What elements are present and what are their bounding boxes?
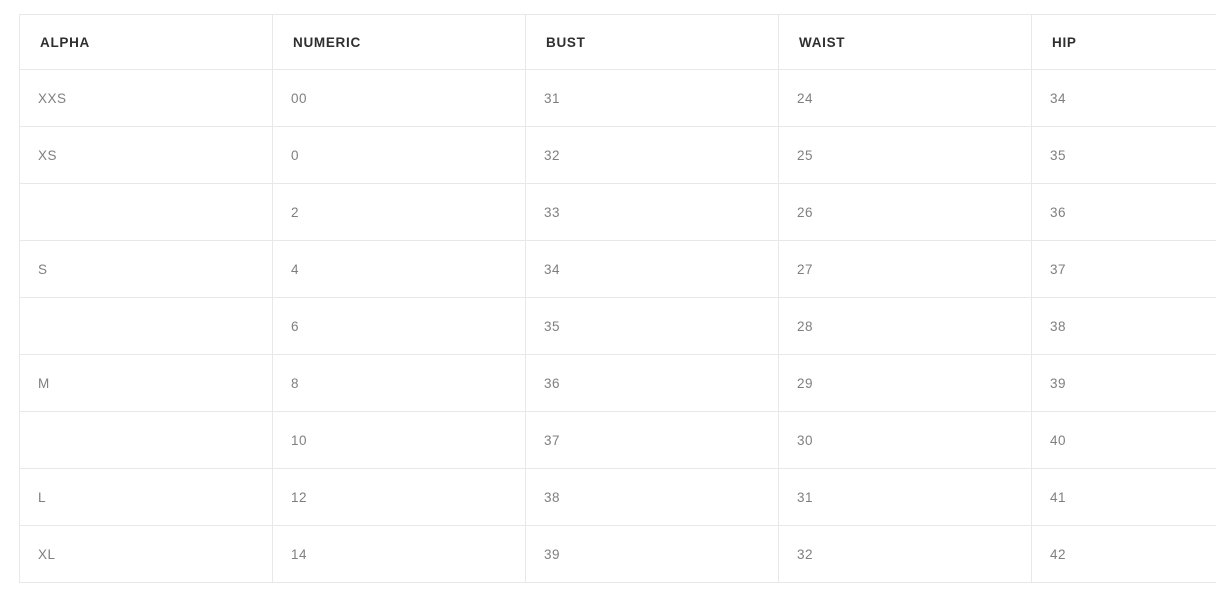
table-cell: 36 bbox=[1031, 183, 1216, 241]
table-cell: 32 bbox=[525, 126, 779, 184]
table-row: XXS 00 31 24 34 bbox=[19, 69, 1216, 127]
table-cell bbox=[19, 297, 273, 355]
table-cell: 31 bbox=[778, 468, 1032, 526]
table-row: XS 0 32 25 35 bbox=[19, 126, 1216, 184]
table-cell: 40 bbox=[1031, 411, 1216, 469]
table-row: M 8 36 29 39 bbox=[19, 354, 1216, 412]
table-cell: 33 bbox=[525, 183, 779, 241]
table-cell: XS bbox=[19, 126, 273, 184]
table-row: XL 14 39 32 42 bbox=[19, 525, 1216, 583]
table-cell: 38 bbox=[525, 468, 779, 526]
table-row: L 12 38 31 41 bbox=[19, 468, 1216, 526]
size-chart-table: ALPHA NUMERIC BUST WAIST HIP XXS 00 31 2… bbox=[19, 14, 1216, 583]
table-body: XXS 00 31 24 34 XS 0 32 25 35 2 33 26 36… bbox=[19, 69, 1216, 583]
table-cell: 26 bbox=[778, 183, 1032, 241]
column-header-alpha: ALPHA bbox=[19, 14, 273, 70]
table-cell: 00 bbox=[272, 69, 526, 127]
table-cell: 36 bbox=[525, 354, 779, 412]
table-cell bbox=[19, 183, 273, 241]
table-row: S 4 34 27 37 bbox=[19, 240, 1216, 298]
table-cell: 34 bbox=[525, 240, 779, 298]
table-cell: 39 bbox=[525, 525, 779, 583]
table-cell: 28 bbox=[778, 297, 1032, 355]
table-cell: 14 bbox=[272, 525, 526, 583]
column-header-waist: WAIST bbox=[778, 14, 1032, 70]
table-cell: 37 bbox=[525, 411, 779, 469]
table-cell: S bbox=[19, 240, 273, 298]
table-cell: 4 bbox=[272, 240, 526, 298]
table-cell: 29 bbox=[778, 354, 1032, 412]
column-header-numeric: NUMERIC bbox=[272, 14, 526, 70]
table-cell: 39 bbox=[1031, 354, 1216, 412]
table-cell: 27 bbox=[778, 240, 1032, 298]
table-row: 2 33 26 36 bbox=[19, 183, 1216, 241]
table-cell: 41 bbox=[1031, 468, 1216, 526]
table-cell: 35 bbox=[525, 297, 779, 355]
table-cell: XXS bbox=[19, 69, 273, 127]
table-cell: 8 bbox=[272, 354, 526, 412]
table-cell: 34 bbox=[1031, 69, 1216, 127]
table-cell: 42 bbox=[1031, 525, 1216, 583]
table-cell: 32 bbox=[778, 525, 1032, 583]
table-cell: M bbox=[19, 354, 273, 412]
table-cell: 2 bbox=[272, 183, 526, 241]
table-cell: 35 bbox=[1031, 126, 1216, 184]
table-cell bbox=[19, 411, 273, 469]
table-cell: L bbox=[19, 468, 273, 526]
column-header-hip: HIP bbox=[1031, 14, 1216, 70]
header-row: ALPHA NUMERIC BUST WAIST HIP bbox=[19, 14, 1216, 70]
table-cell: 10 bbox=[272, 411, 526, 469]
table-row: 6 35 28 38 bbox=[19, 297, 1216, 355]
column-header-bust: BUST bbox=[525, 14, 779, 70]
table-cell: 37 bbox=[1031, 240, 1216, 298]
table-cell: 6 bbox=[272, 297, 526, 355]
table-cell: 25 bbox=[778, 126, 1032, 184]
table-cell: 12 bbox=[272, 468, 526, 526]
table-cell: 0 bbox=[272, 126, 526, 184]
table-cell: 30 bbox=[778, 411, 1032, 469]
table-row: 10 37 30 40 bbox=[19, 411, 1216, 469]
table-cell: 31 bbox=[525, 69, 779, 127]
table-header: ALPHA NUMERIC BUST WAIST HIP bbox=[19, 14, 1216, 70]
table-cell: 38 bbox=[1031, 297, 1216, 355]
table-cell: 24 bbox=[778, 69, 1032, 127]
table-cell: XL bbox=[19, 525, 273, 583]
